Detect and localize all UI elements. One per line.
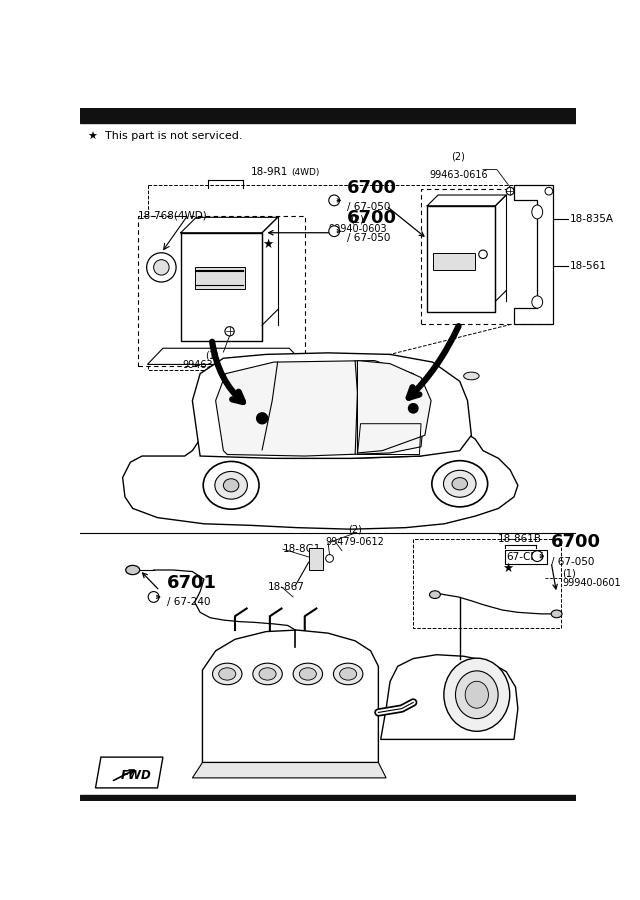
- Text: 6700: 6700: [551, 533, 601, 551]
- Ellipse shape: [432, 461, 488, 507]
- Text: (1): (1): [205, 351, 219, 361]
- Ellipse shape: [329, 226, 340, 237]
- Ellipse shape: [452, 478, 467, 490]
- Ellipse shape: [456, 670, 498, 718]
- Ellipse shape: [444, 658, 509, 732]
- Ellipse shape: [148, 591, 159, 602]
- Text: / 67-050: / 67-050: [347, 202, 390, 212]
- Text: 99940-0603: 99940-0603: [328, 224, 387, 234]
- Ellipse shape: [532, 296, 543, 308]
- Ellipse shape: [545, 187, 553, 195]
- Text: (2): (2): [348, 525, 362, 535]
- Ellipse shape: [215, 472, 248, 500]
- FancyBboxPatch shape: [421, 189, 549, 324]
- Polygon shape: [216, 361, 425, 456]
- Ellipse shape: [147, 253, 176, 282]
- Text: 6700: 6700: [347, 210, 397, 228]
- Text: 99463-0616: 99463-0616: [429, 169, 488, 180]
- Polygon shape: [147, 348, 305, 364]
- Text: (1): (1): [562, 569, 576, 579]
- Ellipse shape: [259, 668, 276, 680]
- Ellipse shape: [326, 554, 333, 562]
- Text: / 67-240: / 67-240: [167, 598, 211, 608]
- FancyBboxPatch shape: [138, 216, 305, 366]
- Text: 18-9R1: 18-9R1: [250, 167, 288, 177]
- Ellipse shape: [463, 372, 479, 380]
- Ellipse shape: [154, 260, 169, 275]
- Ellipse shape: [506, 187, 514, 195]
- Ellipse shape: [429, 590, 440, 598]
- Ellipse shape: [479, 250, 487, 258]
- Polygon shape: [514, 185, 553, 324]
- Polygon shape: [193, 353, 472, 458]
- Text: 99463-0620: 99463-0620: [182, 360, 241, 370]
- Text: ★: ★: [502, 562, 513, 575]
- Bar: [505, 550, 547, 563]
- Ellipse shape: [333, 663, 363, 685]
- Ellipse shape: [329, 195, 340, 206]
- Text: ★  This part is not serviced.: ★ This part is not serviced.: [88, 130, 243, 140]
- Text: 18-861B: 18-861B: [498, 535, 542, 544]
- Ellipse shape: [532, 551, 543, 562]
- Ellipse shape: [225, 327, 234, 336]
- Ellipse shape: [125, 565, 140, 574]
- Text: 99940-0601: 99940-0601: [562, 578, 621, 588]
- Text: 18-835A: 18-835A: [570, 214, 614, 224]
- Text: 6700: 6700: [347, 178, 397, 196]
- Polygon shape: [123, 431, 518, 529]
- Bar: [195, 267, 245, 289]
- Bar: [433, 253, 476, 270]
- Circle shape: [256, 412, 268, 425]
- Ellipse shape: [293, 663, 323, 685]
- Ellipse shape: [300, 668, 316, 680]
- Bar: [428, 206, 495, 312]
- Bar: [308, 548, 323, 570]
- Text: / 67-050: / 67-050: [347, 233, 390, 243]
- Ellipse shape: [253, 663, 282, 685]
- Text: 18-8G1: 18-8G1: [283, 544, 321, 554]
- Polygon shape: [193, 762, 386, 778]
- Ellipse shape: [340, 668, 356, 680]
- Text: (2): (2): [351, 214, 364, 225]
- Text: ★: ★: [262, 238, 273, 251]
- Bar: [80, 108, 576, 123]
- Polygon shape: [95, 757, 163, 788]
- Ellipse shape: [532, 205, 543, 219]
- Text: FWD: FWD: [121, 770, 152, 782]
- Text: 6701: 6701: [167, 573, 217, 591]
- Text: 18-768(4WD): 18-768(4WD): [138, 211, 207, 220]
- Text: 18-561: 18-561: [570, 261, 607, 271]
- Circle shape: [408, 403, 419, 414]
- Ellipse shape: [465, 681, 488, 708]
- Polygon shape: [358, 361, 431, 453]
- Polygon shape: [381, 654, 518, 740]
- Bar: [80, 795, 576, 801]
- Text: / 67-050: / 67-050: [551, 556, 595, 566]
- Ellipse shape: [444, 471, 476, 497]
- Ellipse shape: [212, 663, 242, 685]
- Text: (4WD): (4WD): [291, 168, 319, 177]
- Ellipse shape: [223, 479, 239, 491]
- Ellipse shape: [551, 610, 562, 617]
- Bar: [180, 233, 262, 340]
- Text: 67-CB5: 67-CB5: [507, 552, 545, 562]
- Ellipse shape: [204, 462, 259, 509]
- Polygon shape: [202, 630, 378, 762]
- Text: 18-867: 18-867: [268, 582, 305, 592]
- Ellipse shape: [219, 668, 236, 680]
- Text: (2): (2): [451, 151, 465, 161]
- Text: 99479-0612: 99479-0612: [326, 537, 385, 547]
